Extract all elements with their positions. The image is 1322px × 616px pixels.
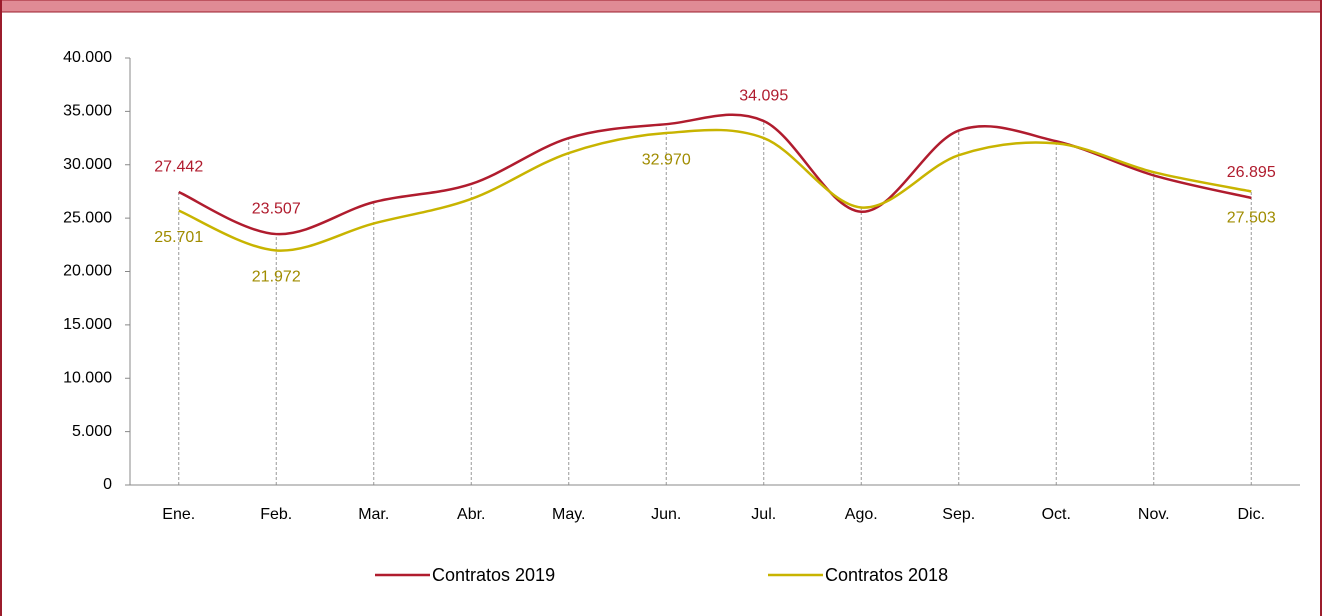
legend-label: Contratos 2018	[825, 565, 948, 585]
x-tick-label: Ago.	[845, 506, 878, 523]
y-tick-label: 40.000	[63, 49, 112, 66]
y-tick-label: 10.000	[63, 369, 112, 386]
y-tick-label: 0	[103, 476, 112, 493]
x-tick-label: Jun.	[651, 506, 681, 523]
data-label: 27.503	[1227, 210, 1276, 227]
y-tick-label: 25.000	[63, 209, 112, 226]
x-tick-label: Mar.	[358, 506, 389, 523]
y-tick-label: 15.000	[63, 316, 112, 333]
series-line	[178, 113, 1252, 236]
x-tick-label: Nov.	[1138, 506, 1170, 523]
data-label: 23.507	[252, 200, 301, 217]
x-tick-label: Oct.	[1042, 506, 1071, 523]
header-band	[0, 0, 1322, 13]
y-tick-label: 35.000	[63, 103, 112, 120]
data-label: 25.701	[154, 229, 203, 246]
data-label: 26.895	[1227, 164, 1276, 181]
x-tick-label: Jul.	[751, 506, 776, 523]
data-label: 27.442	[154, 158, 203, 175]
legend-label: Contratos 2019	[432, 565, 555, 585]
x-tick-label: Sep.	[942, 506, 975, 523]
data-label: 32.970	[642, 151, 691, 168]
data-label: 34.095	[739, 87, 788, 104]
y-tick-label: 5.000	[72, 423, 112, 440]
x-tick-label: Ene.	[162, 506, 195, 523]
data-label: 21.972	[252, 269, 301, 286]
y-tick-label: 30.000	[63, 156, 112, 173]
series-line	[178, 128, 1252, 252]
x-tick-label: Dic.	[1237, 506, 1265, 523]
x-tick-label: Feb.	[260, 506, 292, 523]
y-tick-label: 20.000	[63, 263, 112, 280]
x-tick-label: May.	[552, 506, 585, 523]
x-tick-label: Abr.	[457, 506, 485, 523]
